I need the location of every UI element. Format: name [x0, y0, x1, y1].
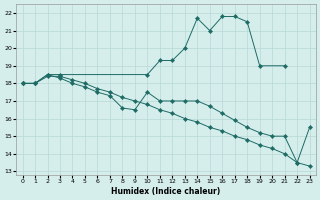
X-axis label: Humidex (Indice chaleur): Humidex (Indice chaleur)	[111, 187, 221, 196]
